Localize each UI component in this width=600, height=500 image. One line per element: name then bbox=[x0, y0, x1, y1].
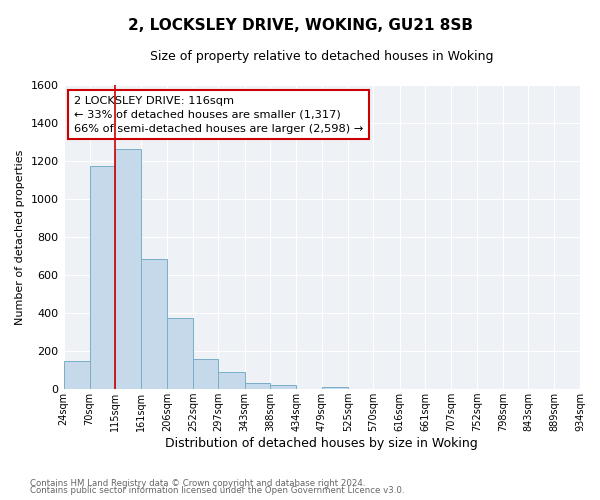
Bar bbox=[193, 359, 218, 389]
Bar bbox=[167, 318, 193, 389]
Text: 2, LOCKSLEY DRIVE, WOKING, GU21 8SB: 2, LOCKSLEY DRIVE, WOKING, GU21 8SB bbox=[128, 18, 473, 32]
Bar bbox=[141, 259, 167, 389]
Text: Contains HM Land Registry data © Crown copyright and database right 2024.: Contains HM Land Registry data © Crown c… bbox=[30, 478, 365, 488]
Bar bbox=[322, 388, 348, 389]
Text: 2 LOCKSLEY DRIVE: 116sqm
← 33% of detached houses are smaller (1,317)
66% of sem: 2 LOCKSLEY DRIVE: 116sqm ← 33% of detach… bbox=[74, 96, 363, 134]
Bar bbox=[245, 382, 270, 389]
Bar bbox=[115, 148, 141, 389]
X-axis label: Distribution of detached houses by size in Woking: Distribution of detached houses by size … bbox=[166, 437, 478, 450]
Title: Size of property relative to detached houses in Woking: Size of property relative to detached ho… bbox=[150, 50, 494, 63]
Y-axis label: Number of detached properties: Number of detached properties bbox=[15, 150, 25, 325]
Text: Contains public sector information licensed under the Open Government Licence v3: Contains public sector information licen… bbox=[30, 486, 404, 495]
Bar bbox=[218, 372, 245, 389]
Bar bbox=[64, 360, 89, 389]
Bar bbox=[270, 385, 296, 389]
Bar bbox=[89, 166, 115, 389]
